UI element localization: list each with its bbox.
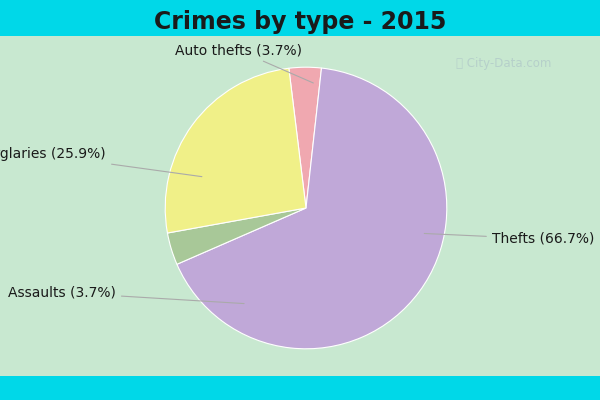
Text: Thefts (66.7%): Thefts (66.7%) (424, 232, 594, 246)
Text: Auto thefts (3.7%): Auto thefts (3.7%) (175, 43, 313, 83)
Wedge shape (165, 68, 306, 233)
Text: Assaults (3.7%): Assaults (3.7%) (8, 286, 244, 304)
Wedge shape (289, 67, 322, 208)
Wedge shape (177, 68, 447, 349)
Wedge shape (167, 208, 306, 264)
Text: ⓘ City-Data.com: ⓘ City-Data.com (456, 58, 551, 70)
Text: Crimes by type - 2015: Crimes by type - 2015 (154, 10, 446, 34)
Text: Burglaries (25.9%): Burglaries (25.9%) (0, 148, 202, 177)
